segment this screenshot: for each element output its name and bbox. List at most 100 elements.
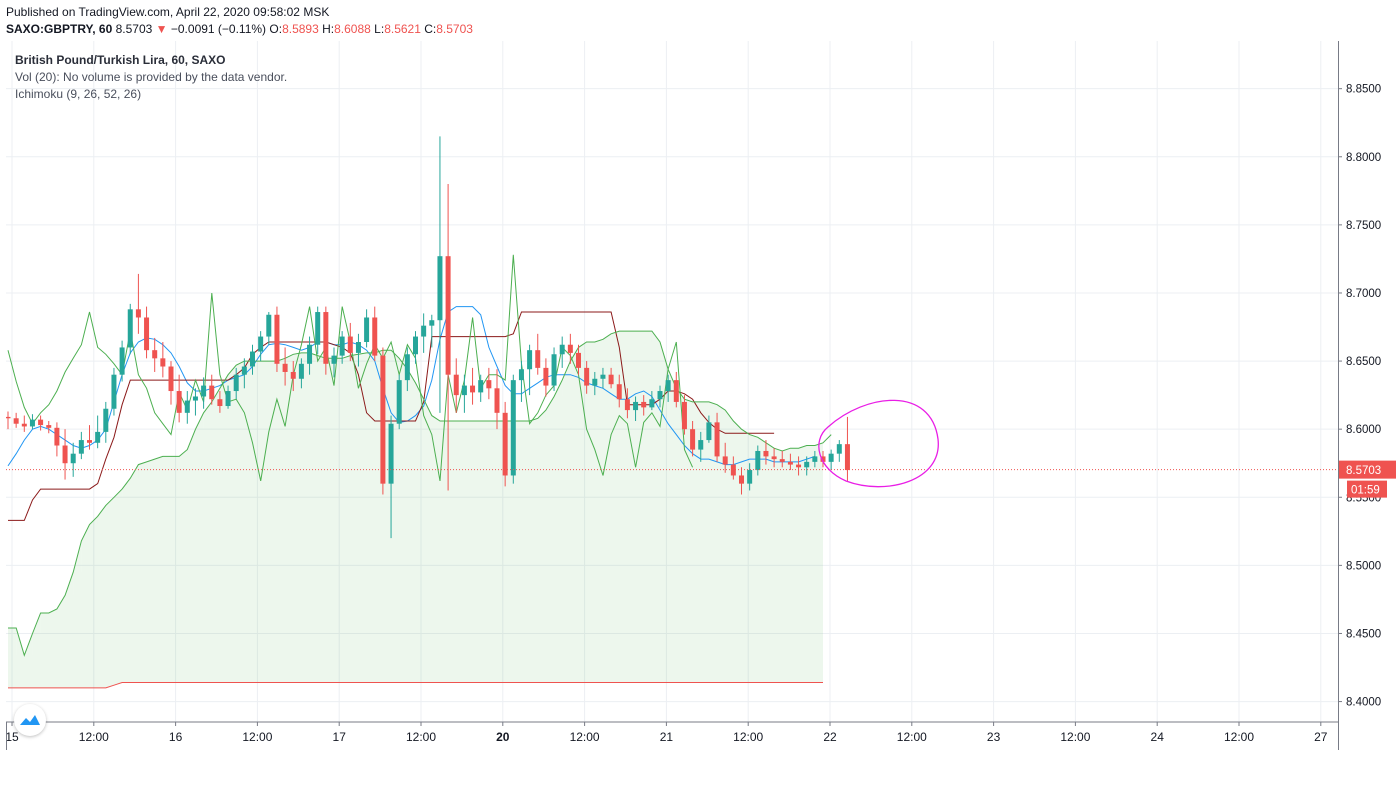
price-axis[interactable]: 8.85008.80008.75008.70008.65008.60008.55… — [1338, 41, 1396, 750]
candle-body — [364, 317, 370, 343]
candle-body — [502, 412, 508, 476]
cloud-segment — [407, 369, 416, 683]
cloud-segment — [562, 361, 571, 683]
candle-body — [62, 445, 68, 464]
candle-body — [429, 320, 435, 326]
cloud-segment — [782, 448, 791, 683]
cloud-segment — [456, 420, 465, 683]
candle-body — [592, 378, 598, 386]
cloud-segment — [73, 540, 82, 688]
candle-body — [127, 309, 133, 348]
cloud-segment — [334, 358, 343, 683]
cloud-segment — [146, 459, 155, 683]
change-value: −0.0091 (−0.11%) — [170, 22, 267, 36]
candle-body — [135, 309, 141, 318]
tradingview-logo-icon[interactable] — [14, 704, 46, 736]
candle-body — [282, 363, 288, 372]
symbol-label: SAXO:GBPTRY, 60 — [6, 22, 113, 36]
candle-body — [804, 461, 810, 468]
candle-body — [527, 350, 533, 370]
candle-body — [176, 391, 182, 413]
candle-body — [168, 366, 174, 392]
cloud-segment — [431, 415, 440, 683]
y-tick-label: 8.7000 — [1346, 288, 1381, 300]
price-chart[interactable]: 15 12:00 16 12:00 17 12:00 20 12:00 21 12:00 22 12:… — [6, 41, 1338, 750]
candle-body — [673, 380, 679, 402]
cloud-segment — [228, 365, 237, 683]
x-tick-label: 20 — [496, 730, 510, 744]
cloud-segment — [268, 361, 277, 683]
candle-body — [714, 422, 720, 457]
candle-body — [510, 380, 516, 476]
candle-body — [698, 440, 704, 450]
x-tick-label: 12:00 — [242, 730, 272, 744]
candle-body — [298, 363, 304, 379]
legend-ichimoku: Ichimoku (9, 26, 52, 26) — [15, 87, 142, 101]
cloud-segment — [40, 613, 49, 688]
cloud-segment — [252, 361, 261, 683]
candle-body — [421, 325, 427, 337]
cloud-segment — [529, 418, 538, 683]
candle-body — [331, 355, 337, 364]
candle-body — [608, 374, 614, 385]
candle-body — [828, 453, 834, 462]
cloud-segment — [643, 331, 652, 683]
candle-body — [567, 344, 573, 353]
candle-body — [70, 453, 76, 464]
candle-body — [730, 464, 736, 476]
candle-body — [641, 401, 647, 408]
candle-body — [241, 366, 247, 375]
candle-body — [820, 456, 826, 462]
x-tick-label: 15 — [6, 730, 19, 744]
cloud-segment — [415, 382, 424, 683]
cloud-segment — [32, 613, 41, 688]
candle-body — [372, 317, 378, 356]
x-tick-label: 12:00 — [79, 730, 109, 744]
legend-title: British Pound/Turkish Lira, 60, SAXO — [15, 53, 226, 67]
cloud-segment — [521, 420, 530, 683]
candle-body — [624, 399, 630, 411]
cloud-segment — [676, 388, 685, 683]
cloud-segment — [733, 420, 742, 683]
cloud-segment — [309, 352, 318, 683]
candle-body — [437, 256, 443, 321]
cloud-segment — [154, 456, 163, 683]
candle-body — [160, 358, 166, 367]
last-price-badge — [1339, 460, 1396, 479]
header: Published on TradingView.com, April 22, … — [6, 4, 473, 38]
cloud-segment — [741, 429, 750, 683]
cloud-segment — [570, 347, 579, 683]
cloud-segment — [439, 420, 449, 683]
candle-body — [87, 440, 92, 443]
cloud-segment — [48, 608, 57, 688]
candle-body — [380, 355, 386, 484]
y-tick-label: 8.4000 — [1346, 697, 1381, 709]
cloud-segment — [219, 374, 229, 683]
open-label: O: — [269, 22, 283, 36]
candle-body — [478, 380, 484, 393]
cloud-segment — [619, 331, 628, 683]
countdown-badge-label: 01:59 — [1351, 485, 1380, 497]
candle-body — [21, 423, 27, 427]
open-value: 8.5893 — [282, 22, 319, 36]
low-value: 8.5621 — [384, 22, 421, 36]
candle-body — [6, 416, 11, 419]
candle-body — [796, 464, 802, 468]
cloud-segment — [700, 401, 709, 683]
y-tick-label: 8.5000 — [1346, 560, 1381, 572]
cloud-segment — [537, 410, 546, 683]
y-tick-label: 8.7500 — [1346, 220, 1381, 232]
candle-body — [787, 461, 793, 465]
cloud-segment — [765, 442, 775, 683]
cloud-segment — [660, 342, 669, 683]
cloud-segment — [89, 516, 98, 688]
candle-body — [812, 456, 818, 462]
candle-body — [13, 418, 19, 424]
last-price-badge-label: 8.5703 — [1346, 465, 1381, 477]
candle-body — [616, 384, 622, 400]
series-line-tenkan — [7, 306, 816, 467]
close-value: 8.5703 — [436, 22, 473, 36]
cloud-segment — [749, 434, 758, 683]
candle-body — [29, 419, 35, 427]
candle-body — [706, 422, 712, 441]
